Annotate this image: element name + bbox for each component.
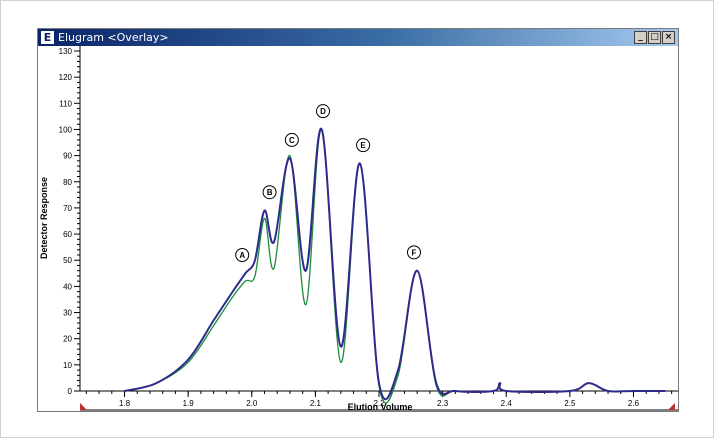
y-tick-label: 10	[63, 361, 72, 370]
x-tick-label: 2.0	[246, 399, 258, 408]
peak-label-b: B	[262, 185, 277, 200]
peak-label-text: F	[412, 248, 417, 257]
y-tick-label: 30	[63, 309, 72, 318]
chart-area: 0 10 20 30 40 50 60 70 80 90 100 110 120 130 1.8 1.9 2.…	[38, 46, 678, 412]
x-axis-label: Elution Volume	[348, 402, 413, 411]
maximize-button[interactable]: □	[648, 31, 661, 44]
x-tick-label: 2.2	[373, 399, 385, 408]
y-tick-label: 50	[63, 256, 72, 265]
x-tick-label: 2.4	[501, 399, 513, 408]
peak-label-f: F	[406, 245, 421, 260]
peak-label-text: D	[320, 107, 326, 116]
peak-label-circle	[262, 185, 277, 200]
y-tick-label: 80	[63, 178, 72, 187]
minimize-button[interactable]: _	[634, 31, 647, 44]
window-title: Elugram <Overlay>	[58, 31, 169, 44]
series-line-green	[124, 128, 666, 404]
x-ruler-left-marker[interactable]	[80, 403, 87, 410]
peak-label-a: A	[235, 248, 250, 262]
series-line-blue	[124, 128, 666, 401]
elugram-window: E Elugram <Overlay> _ □ × 0 10 20 30 40 50 60 7…	[37, 28, 679, 412]
y-tick-label: 0	[68, 387, 73, 396]
peak-label-e: E	[356, 138, 371, 153]
x-tick-label: 1.9	[183, 399, 195, 408]
elugram-chart: 0 10 20 30 40 50 60 70 80 90 100 110 120 130 1.8 1.9 2.…	[38, 46, 678, 412]
y-tick-label: 120	[59, 73, 73, 82]
peak-label-text: A	[239, 251, 245, 260]
window-controls: _ □ ×	[634, 31, 675, 44]
y-axis-ruler	[38, 46, 80, 391]
y-tick-label: 130	[59, 47, 73, 56]
y-tick-label: 60	[63, 230, 72, 239]
peak-label-text: B	[267, 188, 273, 197]
peak-label-c: C	[284, 132, 299, 147]
y-axis-label: Detector Response	[39, 177, 49, 259]
peak-label-circle	[406, 245, 421, 260]
x-ruler-right-marker[interactable]	[668, 403, 675, 410]
peak-label-circle	[235, 248, 250, 262]
app-icon[interactable]: E	[41, 31, 54, 44]
peak-label-text: C	[289, 136, 295, 145]
peak-label-circle	[356, 138, 371, 153]
peak-label-circle	[284, 132, 299, 147]
peak-label-circle	[316, 104, 331, 119]
close-button[interactable]: ×	[662, 31, 675, 44]
x-tick-label: 2.3	[437, 399, 449, 408]
title-bar[interactable]: E Elugram <Overlay> _ □ ×	[38, 29, 678, 46]
x-tick-label: 2.6	[628, 399, 640, 408]
y-tick-label: 100	[59, 125, 73, 134]
x-tick-label: 2.1	[310, 399, 322, 408]
y-tick-label: 70	[63, 204, 72, 213]
x-tick-label: 1.8	[119, 399, 131, 408]
y-tick-label: 110	[59, 99, 72, 108]
peak-label-d: D	[316, 104, 331, 119]
y-tick-label: 40	[63, 282, 72, 291]
y-tick-label: 90	[63, 152, 72, 161]
y-tick-label: 20	[63, 335, 72, 344]
x-tick-label: 2.5	[564, 399, 576, 408]
peak-label-text: E	[360, 141, 366, 150]
